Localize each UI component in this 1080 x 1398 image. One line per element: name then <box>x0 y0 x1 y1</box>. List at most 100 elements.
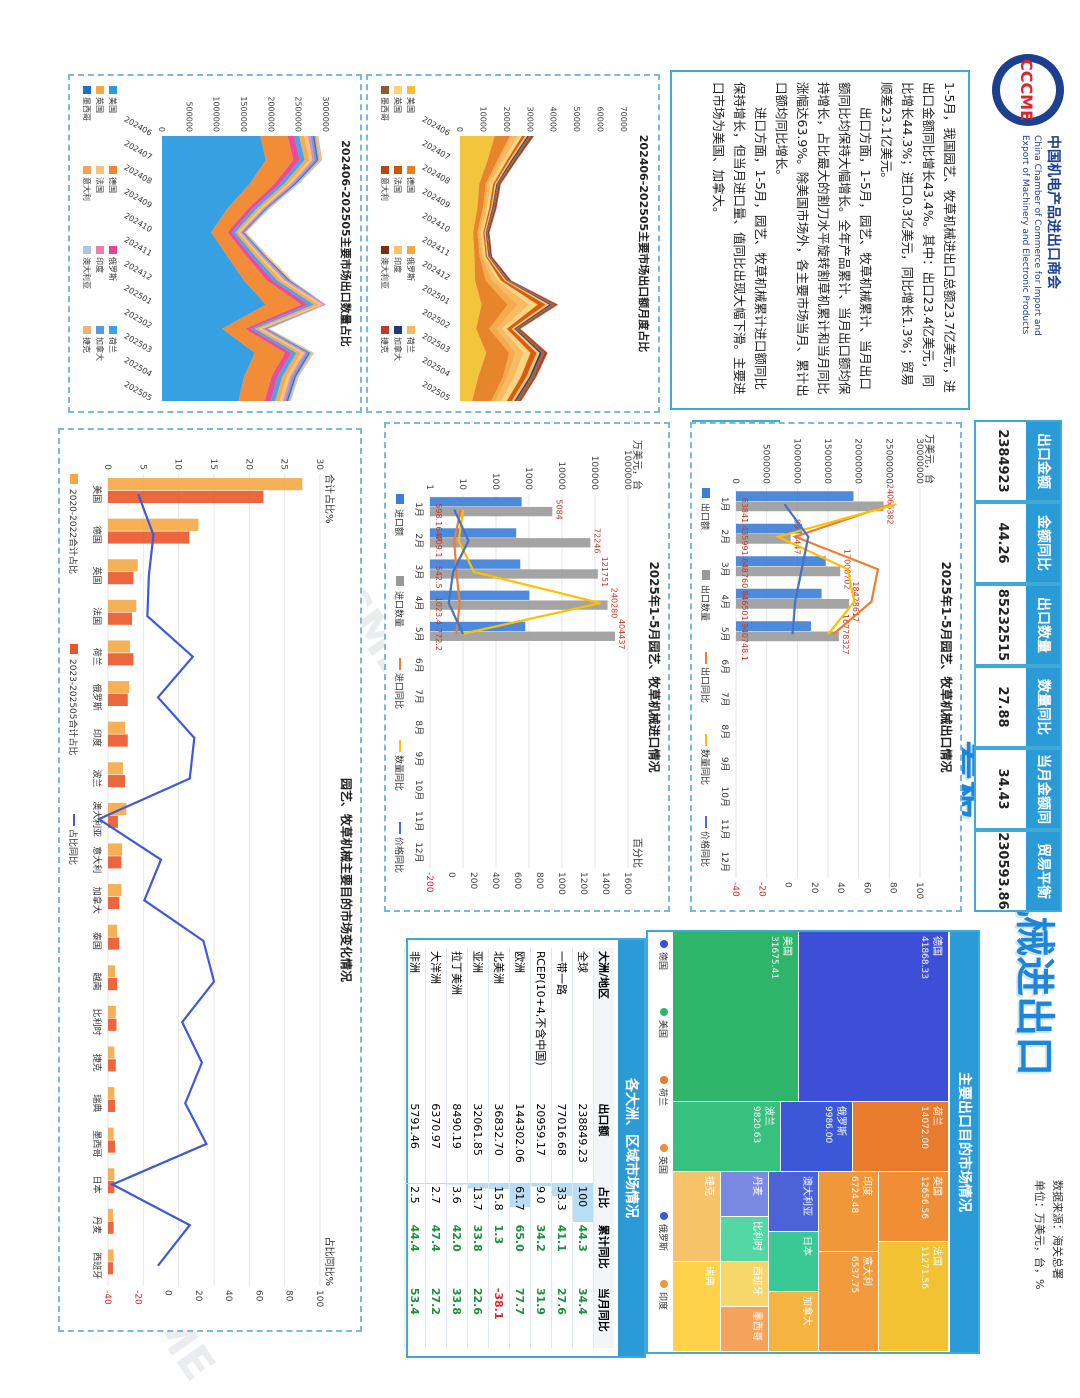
summary-overall: 1-5月，我国园艺、牧草机械进出口总额23.7亿美元，进出口金额同比增长43.4… <box>879 82 957 393</box>
bar <box>736 556 826 566</box>
legend-swatch <box>396 494 404 504</box>
area-band <box>479 136 530 401</box>
x-tick-label: 9月 <box>413 752 424 767</box>
bar <box>108 775 125 788</box>
data-unit: 单位：万美元，台，% <box>1033 1180 1046 1290</box>
bar <box>430 569 598 579</box>
bar <box>107 843 123 856</box>
table-cell: 53.4 <box>404 1284 426 1348</box>
bar <box>107 559 138 572</box>
left-tick-label: 20000 <box>502 107 511 132</box>
table-cell: 9.0 <box>530 1183 552 1222</box>
bar <box>107 1018 117 1031</box>
kpi-card: 金额同比 44.26 <box>974 502 1062 584</box>
summary-import: 进口方面，1-5月，园艺、牧草机械累计进口额同比保持增长，但当月进口量、值同比出… <box>711 82 768 395</box>
table-cell: 拉丁美洲 <box>446 948 468 1101</box>
bar <box>108 721 125 734</box>
legend-label: 德国 <box>657 952 669 970</box>
treemap-cell <box>721 1262 768 1306</box>
table-cell: 32061.85 <box>467 1100 489 1184</box>
left-tick-label: 100 <box>490 473 500 490</box>
legend-label: 加拿大 <box>95 337 105 361</box>
bar-value-label: 48760.8 <box>740 563 749 596</box>
legend-label: 俄罗斯 <box>108 257 118 281</box>
left-tick-label: 0 <box>455 127 464 132</box>
right-tick-label: 1600 <box>622 872 632 895</box>
table-cell: 33.8 <box>446 1284 468 1348</box>
legend-label: 捷克 <box>82 337 92 353</box>
x-tick-label: 12月 <box>413 842 424 862</box>
bar <box>736 598 850 609</box>
bar-qty-label: 121751 <box>600 557 609 588</box>
x-tick-label: 捷克 <box>91 1054 103 1072</box>
right-tick-label: -40 <box>102 1290 112 1305</box>
legend-label: 加拿大 <box>393 337 403 361</box>
kpi-label: 出口金额 <box>1026 422 1060 500</box>
bar-value-label: 63841.4 <box>740 498 749 531</box>
kpi-value: 230593.86 <box>995 832 1010 910</box>
right-tick-label: 0 <box>783 882 793 888</box>
x-tick-label: 越南 <box>91 972 103 990</box>
chart-title: 202406-202505主要市场出口数量占比 <box>339 140 353 346</box>
right-tick-label: 40 <box>835 882 845 894</box>
legend-label: 占比同比 <box>67 829 79 865</box>
legend-label: 数量同比 <box>699 749 711 785</box>
legend-swatch <box>660 940 668 948</box>
bar-qty-label: 72246 <box>592 528 601 553</box>
legend-swatch <box>83 326 91 334</box>
x-tick-label: 日本 <box>91 1175 103 1193</box>
legend-label: 法国 <box>393 177 403 193</box>
table-cell: 77.7 <box>509 1284 531 1348</box>
bar <box>430 559 521 569</box>
table-cell: 42.0 <box>446 1221 468 1285</box>
bar <box>736 566 841 577</box>
x-tick-label: 1月 <box>413 502 424 517</box>
series-line <box>774 503 897 635</box>
series-line <box>457 509 601 636</box>
bar <box>108 896 120 910</box>
export-value-area-chart: 202406-202505主要市场出口额月度占比 0 10000 20000 30000… <box>380 86 651 403</box>
right-tick-label: 60 <box>861 882 871 894</box>
bar <box>108 572 134 585</box>
bar <box>108 884 122 897</box>
treemap-cell-value: 9820.63 <box>751 1106 761 1143</box>
treemap-cell <box>799 932 948 1101</box>
x-tick-label: 202501 <box>123 283 154 306</box>
left-tick-label: 15000000 <box>822 438 832 484</box>
bar-value-label: 46501.9 <box>740 595 749 628</box>
table-cell: 34.4 <box>572 1284 594 1348</box>
kpi-label: 数量同比 <box>1026 668 1060 746</box>
bar <box>107 1140 116 1153</box>
bar <box>107 924 118 937</box>
treemap-cell <box>721 1172 768 1216</box>
x-tick-label: 2月 <box>719 529 730 544</box>
x-tick-label: 意大利 <box>91 846 103 873</box>
left-tick-label: 10 <box>173 459 183 471</box>
legend-label: 印度 <box>657 1292 669 1310</box>
right-tick-label: 100 <box>914 882 924 899</box>
right-tick-label: 20 <box>193 1290 203 1302</box>
treemap-cell-value: 6724.48 <box>849 1176 859 1213</box>
right-tick-label: 40 <box>223 1290 233 1302</box>
legend-swatch <box>96 326 104 334</box>
bar <box>108 856 122 869</box>
area-band <box>481 136 538 401</box>
legend-label: 荷兰 <box>406 337 416 353</box>
left-tick-label: 0 <box>157 127 166 132</box>
treemap-cell-name: 比利时 <box>751 1221 763 1251</box>
treemap-cell-name: 西班牙 <box>751 1266 763 1296</box>
table-row: 非洲 5791.46 2.5 44.4 53.4 <box>404 948 426 1348</box>
legend-label: 英国 <box>657 1156 669 1174</box>
legend-swatch <box>70 644 78 654</box>
x-tick-label: 4月 <box>413 596 424 611</box>
treemap-cell-name: 澳大利亚 <box>801 1176 814 1216</box>
treemap-cell <box>781 1102 852 1171</box>
treemap-cell-name: 荷兰 <box>931 1106 944 1126</box>
x-tick-label: 4月 <box>719 594 730 609</box>
table-cell: 41.1 <box>551 1221 573 1285</box>
legend-label: 俄罗斯 <box>657 1224 669 1251</box>
table-cell: 1.3 <box>488 1221 510 1285</box>
axis-unit-left: 万美元，台 <box>631 440 644 490</box>
export-monthly-chart: 2025年1-5月园艺、牧草机械出口情况 万美元，台 0 5000000 1000000… <box>699 434 954 899</box>
legend-label: 价格同比 <box>699 831 711 867</box>
